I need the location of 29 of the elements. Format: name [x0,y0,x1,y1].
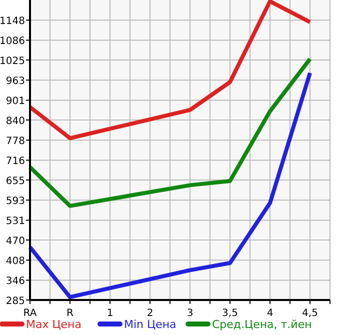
legend-label: Min Цена [124,318,176,331]
x-tick-label: 2 [146,308,154,319]
x-tick-label: R [66,308,74,319]
x-tick-label: 3,5 [222,308,238,319]
x-tick-label: 4,5 [302,308,318,319]
x-tick-label: 3 [186,308,194,319]
x-tick-label: 1 [106,308,114,319]
y-tick-label: 963 [6,76,25,88]
y-tick-label: 840 [6,116,25,127]
x-tick-label: 4 [266,308,274,319]
legend-label: Сред.Цена, т.йен [212,318,312,331]
y-tick-label: 593 [6,196,25,208]
y-tick-label: 716 [6,156,25,168]
y-tick-label: 408 [6,256,25,268]
y-tick-label: 778 [6,136,25,148]
legend-label: Max Цена [26,318,82,331]
line-series [28,70,312,300]
line-series [28,0,312,140]
y-tick-label: 901 [6,96,25,108]
y-tick-label: 655 [6,176,25,187]
y-tick-label: 346 [6,276,25,288]
y-tick-label: 1025 [0,56,25,67]
x-tick-label: RA [23,308,37,319]
y-tick-label: 470 [6,236,25,247]
y-tick-label: 1086 [0,36,25,48]
line-series [28,57,312,208]
y-tick-label: 1148 [0,16,25,28]
y-tick-label: 531 [6,216,25,228]
y-tick-label: 285 [6,296,25,307]
